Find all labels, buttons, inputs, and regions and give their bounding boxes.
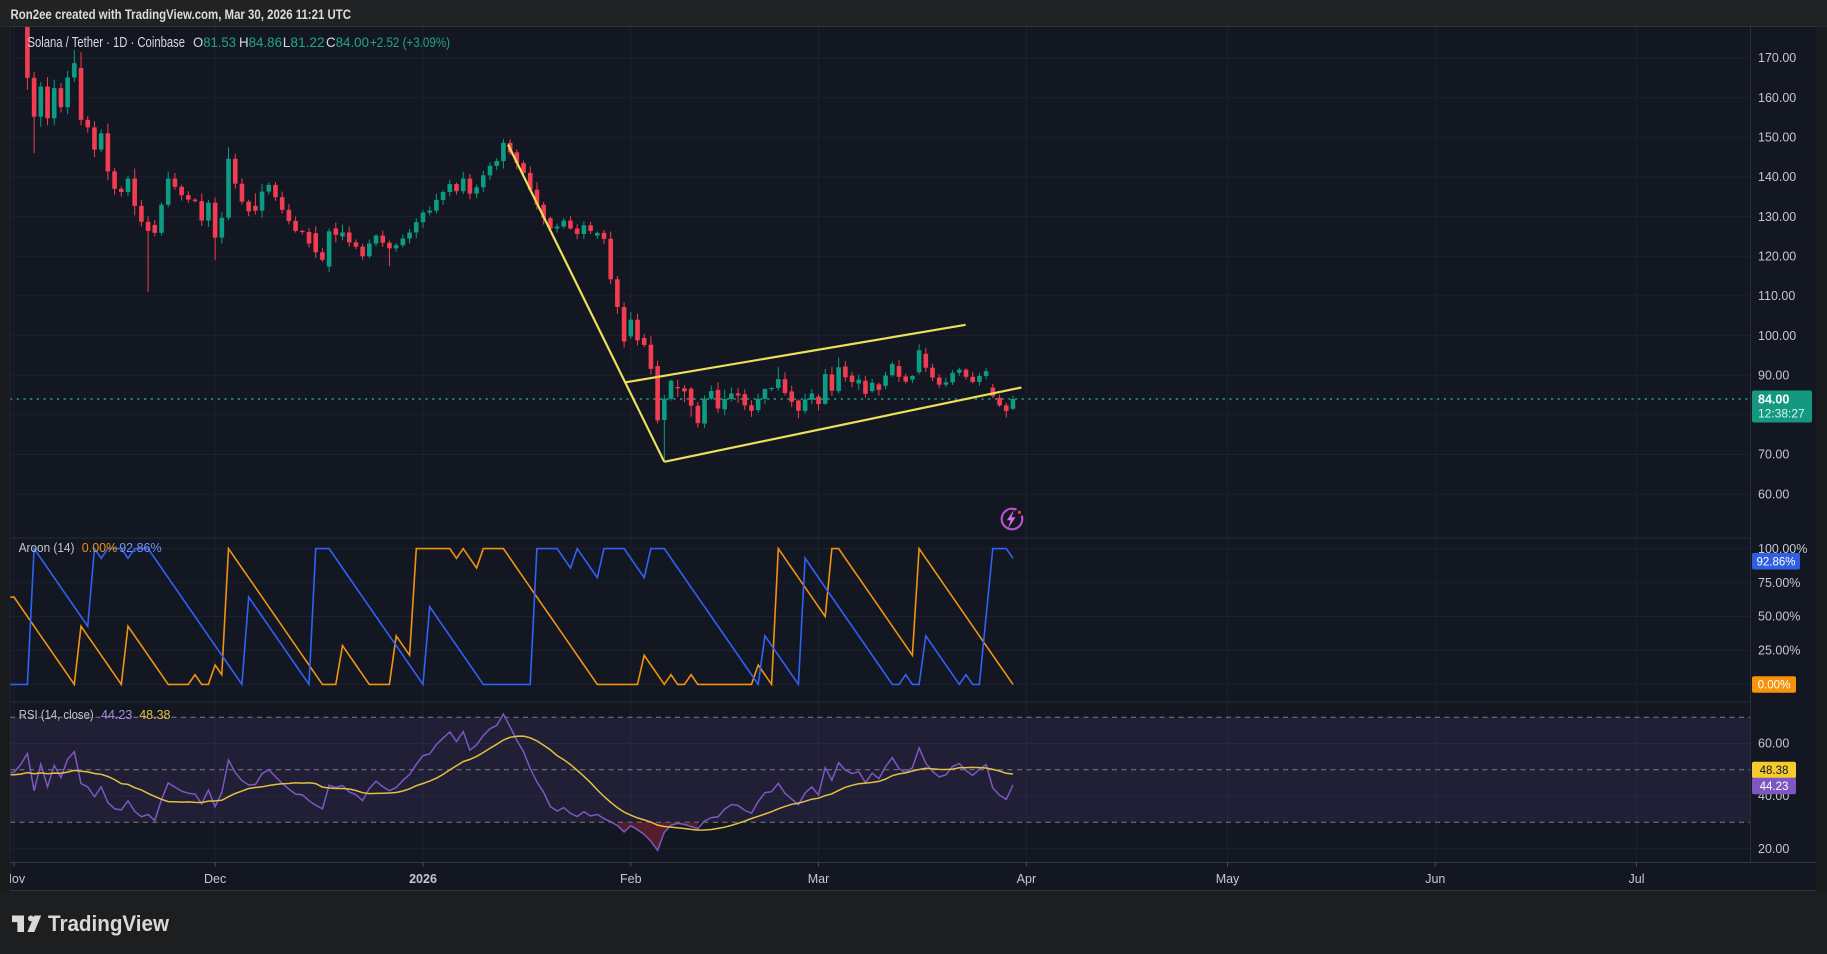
svg-text:60.00: 60.00 (1758, 737, 1789, 751)
svg-text:130.00: 130.00 (1758, 210, 1796, 224)
svg-text:Dec: Dec (204, 872, 226, 886)
svg-text:100.00: 100.00 (1758, 329, 1796, 343)
svg-text:110.00: 110.00 (1758, 289, 1795, 303)
svg-text:44.23: 44.23 (1760, 781, 1789, 793)
svg-text:92.86%: 92.86% (119, 541, 161, 555)
svg-text:2026: 2026 (409, 872, 437, 886)
svg-text:84.00: 84.00 (1758, 393, 1789, 407)
svg-text:RSI (14, close): RSI (14, close) (19, 708, 94, 722)
svg-text:48.38: 48.38 (1760, 765, 1789, 777)
svg-text:May: May (1216, 872, 1240, 886)
svg-text:Feb: Feb (620, 872, 642, 886)
svg-text:0.00%: 0.00% (1758, 680, 1791, 692)
svg-text:TradingView: TradingView (48, 911, 169, 936)
svg-text:25.00%: 25.00% (1758, 644, 1800, 658)
svg-text:H84.86: H84.86 (239, 34, 282, 50)
svg-text:50.00%: 50.00% (1758, 610, 1800, 624)
svg-text:44.23: 44.23 (101, 708, 132, 722)
svg-text:160.00: 160.00 (1758, 91, 1796, 105)
svg-text:Mar: Mar (808, 872, 830, 886)
svg-text:150.00: 150.00 (1758, 131, 1796, 145)
svg-text:Solana / Tether · 1D · Coinbas: Solana / Tether · 1D · Coinbase (28, 34, 186, 51)
svg-text:140.00: 140.00 (1758, 170, 1796, 184)
svg-text:O81.53: O81.53 (193, 34, 236, 50)
svg-text:Ron2ee created with TradingVie: Ron2ee created with TradingView.com, Mar… (11, 7, 352, 22)
svg-text:+2.52 (+3.09%): +2.52 (+3.09%) (370, 34, 450, 50)
svg-text:Jun: Jun (1425, 872, 1445, 886)
svg-text:75.00%: 75.00% (1758, 576, 1800, 590)
svg-text:90.00: 90.00 (1758, 368, 1789, 382)
svg-text:60.00: 60.00 (1758, 487, 1789, 501)
svg-text:L81.22: L81.22 (283, 34, 325, 50)
svg-text:Apr: Apr (1017, 872, 1036, 886)
svg-text:70.00: 70.00 (1758, 448, 1789, 462)
svg-text:48.38: 48.38 (139, 708, 170, 722)
svg-text:120.00: 120.00 (1758, 249, 1796, 263)
svg-text:12:38:27: 12:38:27 (1758, 407, 1805, 421)
svg-text:Aroon (14): Aroon (14) (19, 541, 75, 555)
svg-text:100.00%: 100.00% (1758, 542, 1807, 556)
svg-text:Jul: Jul (1629, 872, 1645, 886)
svg-text:92.86%: 92.86% (1756, 556, 1795, 568)
svg-text:170.00: 170.00 (1758, 51, 1796, 65)
svg-text:0.00%: 0.00% (82, 541, 117, 555)
svg-text:C84.00: C84.00 (326, 34, 369, 50)
svg-text:20.00: 20.00 (1758, 842, 1789, 856)
